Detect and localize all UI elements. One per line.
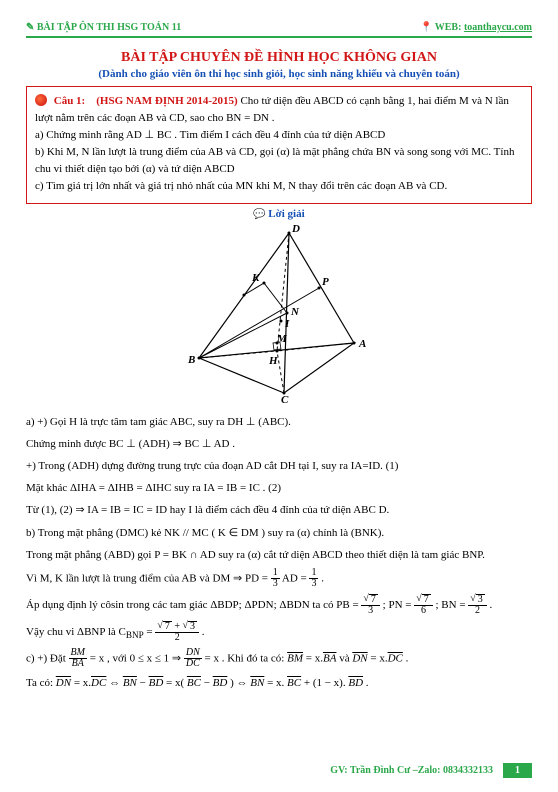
svg-text:H: H [268, 355, 278, 367]
title-sub: (Dành cho giáo viên ôn thi học sinh giỏi… [26, 68, 532, 80]
svg-text:N: N [290, 306, 300, 318]
footer-gv: GV: Trần Đình Cư –Zalo: 0834332133 [330, 765, 493, 776]
footer-page: 1 [503, 763, 532, 778]
sol-c2: Ta có: DN = x.DC ⇔ BN − BD = x( BC − BD … [26, 674, 532, 692]
edit-icon: ✎ [26, 22, 37, 33]
svg-text:D: D [291, 223, 300, 235]
svg-text:P: P [322, 276, 329, 288]
bullet-icon [35, 94, 47, 106]
sol-a3: +) Trong (ADH) dựng đường trung trực của… [26, 457, 532, 475]
svg-text:B: B [187, 354, 195, 366]
svg-text:K: K [251, 272, 260, 284]
problem-line-intro: Câu 1: (HSG NAM ĐỊNH 2014-2015) Cho tứ d… [35, 93, 523, 127]
sol-b3: Vì M, K lần lượt là trung điểm của AB và… [26, 568, 532, 590]
solution-body: a) +) Gọi H là trực tâm tam giác ABC, su… [26, 413, 532, 692]
problem-c: c) Tìm giá trị lớn nhất và giá trị nhỏ n… [35, 178, 523, 195]
svg-text:M: M [276, 333, 288, 345]
pin-icon: 📍 [420, 22, 435, 33]
problem-a: a) Chứng minh rằng AD ⊥ BC . Tìm điểm I … [35, 127, 523, 144]
sol-b5: Vậy chu vi ΔBNP là CBNP = √7 + √32 . [26, 621, 532, 644]
sol-b1: b) Trong mặt phẳng (DMC) kẻ NK // MC ( K… [26, 524, 532, 542]
problem-label: Câu 1: [54, 95, 85, 107]
header-left-text: BÀI TẬP ÔN THI HSG TOÁN 11 [37, 22, 181, 33]
problem-origin: (HSG NAM ĐỊNH 2014-2015) [96, 95, 237, 107]
svg-text:I: I [284, 318, 290, 330]
sol-a5: Từ (1), (2) ⇒ IA = IB = IC = ID hay I là… [26, 501, 532, 519]
sol-a4: Mặt khác ΔIHA = ΔIHB = ΔIHC suy ra IA = … [26, 479, 532, 497]
header-right-prefix: WEB: [435, 22, 462, 33]
tetrahedron-svg: B A C D H I K M N P [169, 223, 389, 403]
header-rule [26, 36, 532, 38]
header-link[interactable]: toanthaycu.com [464, 22, 532, 33]
sol-b2: Trong mặt phẳng (ABD) gọi P = BK ∩ AD su… [26, 546, 532, 564]
sol-a2: Chứng minh được BC ⊥ (ADH) ⇒ BC ⊥ AD . [26, 435, 532, 453]
sol-c1: c) +) Đặt BMBA = x , với 0 ≤ x ≤ 1 ⇒ DND… [26, 648, 532, 670]
diagram: B A C D H I K M N P [26, 223, 532, 403]
problem-box: Câu 1: (HSG NAM ĐỊNH 2014-2015) Cho tứ d… [26, 86, 532, 204]
header-left: ✎ BÀI TẬP ÔN THI HSG TOÁN 11 [26, 22, 181, 33]
title-block: BÀI TẬP CHUYÊN ĐỀ HÌNH HỌC KHÔNG GIAN (D… [26, 50, 532, 80]
header: ✎ BÀI TẬP ÔN THI HSG TOÁN 11 📍 WEB: toan… [26, 22, 532, 33]
svg-text:C: C [281, 394, 289, 403]
sol-a1: a) +) Gọi H là trực tâm tam giác ABC, su… [26, 413, 532, 431]
loigiai-label: Lời giải [26, 208, 532, 220]
header-right: 📍 WEB: toanthaycu.com [420, 22, 532, 33]
title-main: BÀI TẬP CHUYÊN ĐỀ HÌNH HỌC KHÔNG GIAN [26, 50, 532, 66]
svg-text:A: A [358, 338, 366, 350]
problem-b: b) Khi M, N lần lượt là trung điểm của A… [35, 144, 523, 178]
footer: GV: Trần Đình Cư –Zalo: 0834332133 1 [26, 763, 532, 778]
sol-b4: Áp dụng định lý côsin trong các tam giác… [26, 594, 532, 617]
